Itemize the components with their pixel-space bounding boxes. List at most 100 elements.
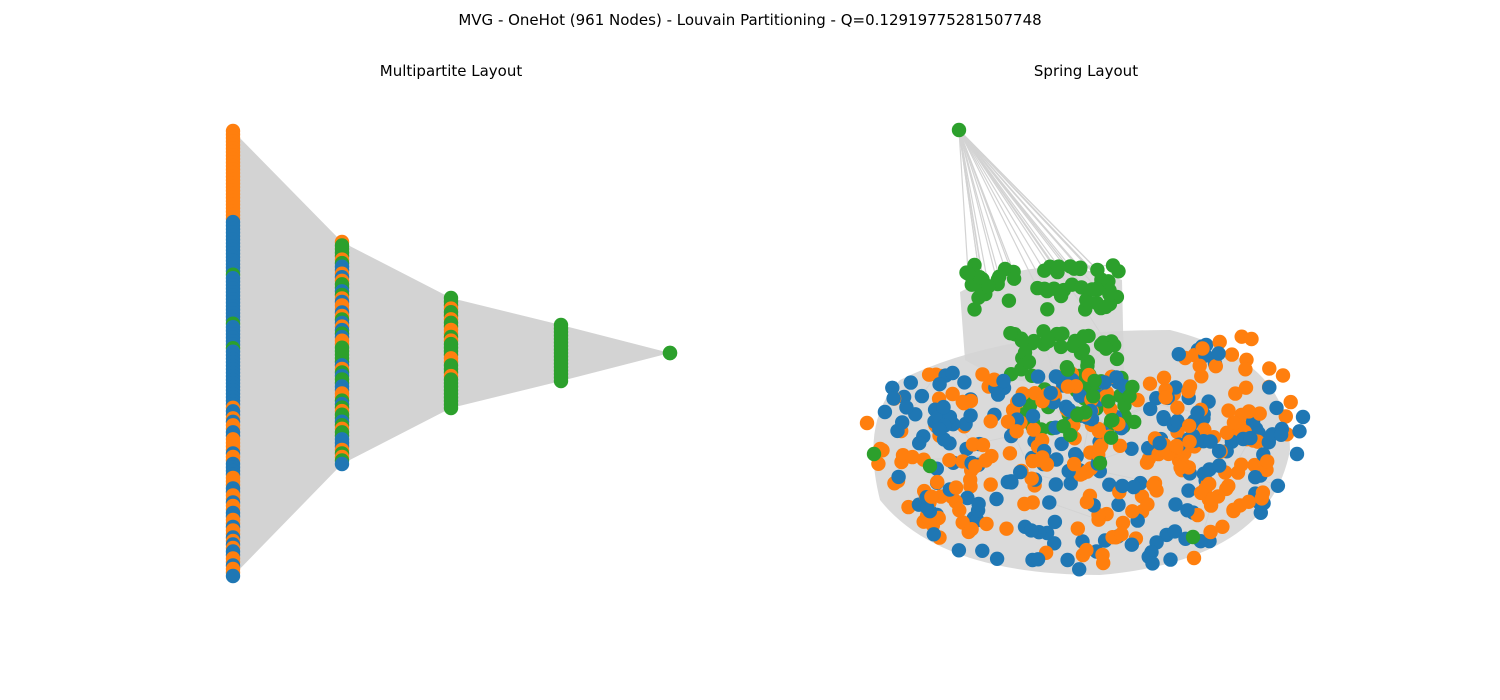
- graph-node: [1009, 424, 1024, 439]
- graph-node: [1270, 478, 1286, 493]
- graph-node: [1289, 446, 1305, 462]
- graph-node: [967, 302, 982, 317]
- graph-edge: [958, 129, 1015, 279]
- graph-node: [1070, 407, 1085, 423]
- graph-node: [1158, 390, 1173, 405]
- graph-node: [1244, 331, 1259, 347]
- graph-node: [1115, 515, 1131, 531]
- graph-node: [1234, 457, 1249, 472]
- graph-node: [1241, 494, 1256, 509]
- graph-node: [1096, 555, 1111, 571]
- graph-node: [1041, 333, 1056, 349]
- graph-node: [921, 367, 937, 382]
- graph-node: [1122, 389, 1137, 404]
- graph-node: [1042, 495, 1057, 510]
- graph-node: [1203, 434, 1218, 449]
- graph-node: [932, 377, 947, 392]
- graph-node: [1203, 524, 1218, 540]
- graph-node: [1085, 282, 1100, 297]
- hub-node: [951, 122, 967, 138]
- graph-node: [1011, 392, 1027, 408]
- graph-node: [1171, 347, 1187, 362]
- graph-node: [1034, 433, 1050, 448]
- graph-node: [996, 373, 1011, 389]
- graph-node: [1017, 496, 1032, 512]
- edge-bundle: [561, 325, 670, 381]
- graph-edge: [958, 129, 1086, 310]
- graph-node: [930, 474, 945, 490]
- graph-node: [1000, 414, 1016, 429]
- graph-node: [1114, 526, 1129, 542]
- multipartite-layout-panel: [225, 123, 678, 584]
- graph-node: [1063, 427, 1078, 443]
- graph-node: [1003, 326, 1018, 341]
- spring-layout-title: Spring Layout: [1033, 62, 1139, 80]
- graph-node: [1168, 497, 1183, 512]
- graph-node: [1156, 370, 1172, 385]
- graph-node: [942, 453, 957, 468]
- graph-node: [1211, 346, 1226, 361]
- graph-node: [963, 408, 978, 423]
- graph-node: [1048, 477, 1064, 492]
- graph-node: [971, 496, 986, 512]
- graph-node: [1142, 376, 1158, 391]
- graph-node: [903, 375, 918, 390]
- multipartite-edges: [233, 131, 670, 576]
- graph-node: [1238, 362, 1253, 377]
- graph-node: [885, 380, 900, 395]
- graph-node: [1228, 386, 1243, 401]
- graph-node: [859, 415, 875, 431]
- graph-node: [1226, 415, 1242, 430]
- graph-node: [1026, 422, 1041, 437]
- graph-node: [1221, 478, 1236, 494]
- graph-node: [1002, 446, 1018, 461]
- spring-nodes: [859, 122, 1311, 577]
- graph-node: [1260, 454, 1275, 469]
- graph-node: [1170, 413, 1185, 429]
- graph-edge: [958, 129, 1051, 268]
- graph-node: [1060, 379, 1076, 394]
- graph-node: [1093, 337, 1109, 352]
- graph-node: [1091, 423, 1107, 439]
- graph-node: [1219, 425, 1235, 440]
- graph-node: [1140, 497, 1155, 512]
- graph-node: [1025, 408, 1041, 424]
- graph-node: [1030, 369, 1046, 384]
- graph-node: [1055, 326, 1070, 341]
- graph-node: [1262, 380, 1277, 395]
- graph-node: [932, 422, 947, 437]
- graph-edge: [958, 129, 1048, 292]
- graph-node: [1030, 552, 1046, 567]
- graph-node: [1170, 400, 1185, 415]
- graph-node: [1127, 414, 1142, 430]
- graph-node: [1125, 504, 1140, 519]
- graph-node: [1295, 409, 1311, 425]
- graph-node: [1241, 404, 1257, 419]
- graph-edge: [958, 129, 999, 285]
- graph-node: [553, 373, 569, 389]
- graph-node: [1145, 556, 1160, 571]
- graph-node: [1278, 409, 1294, 424]
- graph-node: [975, 367, 990, 382]
- graph-node: [877, 404, 893, 420]
- graph-edge: [958, 129, 969, 274]
- graph-node: [886, 391, 901, 406]
- graph-node: [1211, 443, 1227, 459]
- graph-edge: [1049, 502, 1099, 521]
- graph-node: [905, 449, 920, 465]
- graph-node: [1047, 536, 1062, 551]
- graph-edge: [958, 129, 981, 278]
- graph-node: [914, 388, 930, 404]
- graph-node: [1146, 478, 1161, 493]
- graph-node: [1102, 287, 1117, 302]
- graph-node: [1226, 502, 1241, 517]
- graph-node: [1021, 354, 1037, 370]
- graph-node: [891, 469, 906, 485]
- graph-node: [1139, 455, 1155, 470]
- graph-node: [899, 400, 914, 415]
- graph-node: [1255, 485, 1271, 500]
- graph-node: [1004, 475, 1019, 490]
- spring-layout-panel: [859, 122, 1311, 577]
- graph-node: [912, 436, 927, 451]
